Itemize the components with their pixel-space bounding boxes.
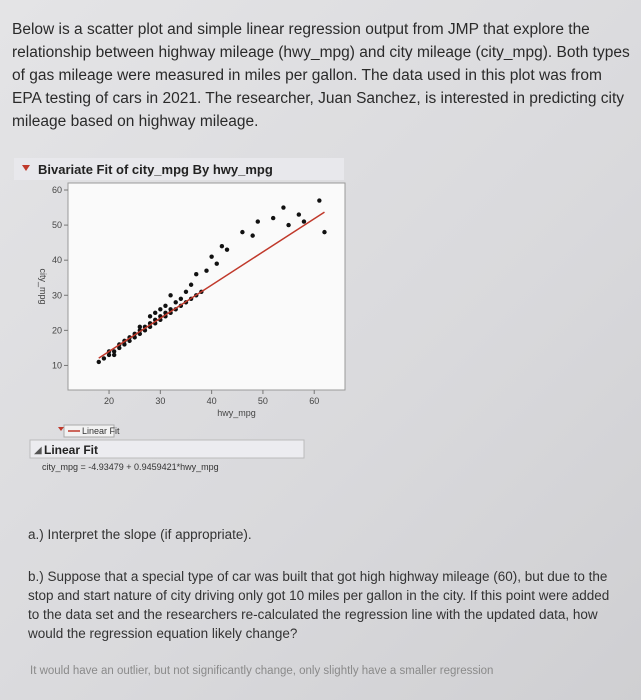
data-point xyxy=(286,222,291,228)
data-point xyxy=(296,212,302,217)
data-point xyxy=(183,289,189,294)
data-point xyxy=(122,342,127,347)
report-title: Bivariate Fit of city_mpg By hwy_mpg xyxy=(38,162,273,177)
data-point xyxy=(117,345,122,351)
data-point xyxy=(209,254,214,259)
legend-triangle[interactable] xyxy=(58,427,64,431)
x-tick-label: 30 xyxy=(155,396,165,406)
data-point xyxy=(219,243,225,249)
legend-box xyxy=(63,424,115,438)
data-point xyxy=(101,356,107,361)
answer-text: It would have an outlier, but not signif… xyxy=(30,665,494,677)
data-point xyxy=(163,303,168,308)
x-tick-label: 40 xyxy=(207,396,217,406)
data-point xyxy=(194,272,199,277)
regression-line xyxy=(98,211,325,359)
y-tick-label: 50 xyxy=(52,220,62,230)
plot-frame xyxy=(67,182,346,391)
x-tick-label: 50 xyxy=(258,396,268,406)
data-point xyxy=(147,314,153,319)
y-tick-label: 60 xyxy=(52,185,62,195)
data-point xyxy=(250,233,255,238)
data-point xyxy=(188,282,194,287)
legend-label: Linear Fit xyxy=(82,426,120,436)
y-tick-label: 20 xyxy=(52,325,62,335)
x-tick-label: 60 xyxy=(309,396,319,406)
red-triangle[interactable] xyxy=(22,165,30,171)
fit-title: Linear Fit xyxy=(44,443,98,457)
intro-text: Below is a scatter plot and simple linea… xyxy=(12,21,630,130)
question-b: b.) Suppose that a special type of car w… xyxy=(28,569,610,641)
data-point xyxy=(322,229,327,235)
question-a: a.) Interpret the slope (if appropriate)… xyxy=(28,527,252,542)
x-tick-label: 20 xyxy=(104,396,114,406)
data-point xyxy=(153,310,158,316)
data-point xyxy=(204,268,209,273)
data-point xyxy=(158,307,163,312)
data-point xyxy=(178,296,184,301)
data-point xyxy=(270,215,276,221)
data-point xyxy=(137,324,143,330)
data-point xyxy=(224,247,230,252)
x-axis-label: hwy_mpg xyxy=(217,408,256,418)
data-point xyxy=(111,352,117,358)
data-point xyxy=(111,349,117,354)
fit-header-bg xyxy=(29,439,305,459)
fit-equation: city_mpg = -4.93479 + 0.9459421*hwy_mpg xyxy=(42,462,219,472)
data-point xyxy=(255,219,260,224)
disclosure-icon[interactable]: ◢ xyxy=(34,445,42,456)
data-point xyxy=(317,198,322,203)
data-point xyxy=(281,205,286,210)
report-header-bg xyxy=(14,158,344,180)
data-point xyxy=(96,359,101,365)
y-tick-label: 30 xyxy=(52,290,62,300)
data-point xyxy=(173,300,178,305)
data-point xyxy=(168,293,173,298)
data-point xyxy=(301,219,307,224)
y-axis-label: city_mpg xyxy=(38,268,48,304)
data-point xyxy=(214,261,219,266)
y-tick-label: 10 xyxy=(52,360,62,370)
jmp-report: Bivariate Fit of city_mpg By hwy_mpg Lin… xyxy=(14,158,346,472)
y-tick-label: 40 xyxy=(52,255,62,265)
data-point xyxy=(106,352,112,358)
data-point xyxy=(240,229,245,235)
